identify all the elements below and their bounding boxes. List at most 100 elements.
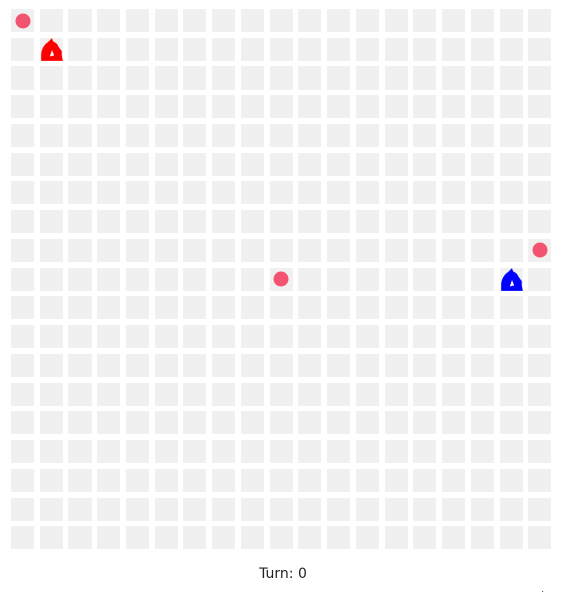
board-cell[interactable] xyxy=(183,66,206,89)
board-cell[interactable] xyxy=(212,153,235,176)
board-cell[interactable] xyxy=(385,325,408,348)
board-cell[interactable] xyxy=(68,9,91,32)
board-cell[interactable] xyxy=(212,411,235,434)
board-cell[interactable] xyxy=(327,9,350,32)
board-cell[interactable] xyxy=(442,153,465,176)
board-cell[interactable] xyxy=(413,383,436,406)
red-player[interactable] xyxy=(39,37,65,63)
board-cell[interactable] xyxy=(11,383,34,406)
board-cell[interactable] xyxy=(500,526,523,549)
board-cell[interactable] xyxy=(442,440,465,463)
board-cell[interactable] xyxy=(126,325,149,348)
board-cell[interactable] xyxy=(155,153,178,176)
board-cell[interactable] xyxy=(327,440,350,463)
board-cell[interactable] xyxy=(500,440,523,463)
board-cell[interactable] xyxy=(155,354,178,377)
board-cell[interactable] xyxy=(97,383,120,406)
board-cell[interactable] xyxy=(327,325,350,348)
board-cell[interactable] xyxy=(442,411,465,434)
board-cell[interactable] xyxy=(270,9,293,32)
board-cell[interactable] xyxy=(68,526,91,549)
board-cell[interactable] xyxy=(500,153,523,176)
board-cell[interactable] xyxy=(500,498,523,521)
board-cell[interactable] xyxy=(385,153,408,176)
board-cell[interactable] xyxy=(97,498,120,521)
board-cell[interactable] xyxy=(385,124,408,147)
board-cell[interactable] xyxy=(11,181,34,204)
board-cell[interactable] xyxy=(212,296,235,319)
board-cell[interactable] xyxy=(155,325,178,348)
board-cell[interactable] xyxy=(97,268,120,291)
board-cell[interactable] xyxy=(183,383,206,406)
board-cell[interactable] xyxy=(126,526,149,549)
board-cell[interactable] xyxy=(385,440,408,463)
board-cell[interactable] xyxy=(212,95,235,118)
board-cell[interactable] xyxy=(68,498,91,521)
board-cell[interactable] xyxy=(500,354,523,377)
board-cell[interactable] xyxy=(183,153,206,176)
board-cell[interactable] xyxy=(327,239,350,262)
board-cell[interactable] xyxy=(11,440,34,463)
board-cell[interactable] xyxy=(413,469,436,492)
board-cell[interactable] xyxy=(126,296,149,319)
board-cell[interactable] xyxy=(241,153,264,176)
board-cell[interactable] xyxy=(413,268,436,291)
board-cell[interactable] xyxy=(155,469,178,492)
board-cell[interactable] xyxy=(212,124,235,147)
board-cell[interactable] xyxy=(356,181,379,204)
board-cell[interactable] xyxy=(327,383,350,406)
board-cell[interactable] xyxy=(155,124,178,147)
board-cell[interactable] xyxy=(356,66,379,89)
board-cell[interactable] xyxy=(97,38,120,61)
board-cell[interactable] xyxy=(155,411,178,434)
board-cell[interactable] xyxy=(528,383,551,406)
board-cell[interactable] xyxy=(212,498,235,521)
board-cell[interactable] xyxy=(442,383,465,406)
board-cell[interactable] xyxy=(97,296,120,319)
board-cell[interactable] xyxy=(500,383,523,406)
board-cell[interactable] xyxy=(385,268,408,291)
board-cell[interactable] xyxy=(471,498,494,521)
board-cell[interactable] xyxy=(471,124,494,147)
board-cell[interactable] xyxy=(155,498,178,521)
board-cell[interactable] xyxy=(11,268,34,291)
board-cell[interactable] xyxy=(500,9,523,32)
board-cell[interactable] xyxy=(500,38,523,61)
board-cell[interactable] xyxy=(126,66,149,89)
board-cell[interactable] xyxy=(155,66,178,89)
board-cell[interactable] xyxy=(97,354,120,377)
board-cell[interactable] xyxy=(500,296,523,319)
board-cell[interactable] xyxy=(183,181,206,204)
board-cell[interactable] xyxy=(212,239,235,262)
board-cell[interactable] xyxy=(97,325,120,348)
board-cell[interactable] xyxy=(471,440,494,463)
board-cell[interactable] xyxy=(241,469,264,492)
board-cell[interactable] xyxy=(68,440,91,463)
board-cell[interactable] xyxy=(385,354,408,377)
board-cell[interactable] xyxy=(356,296,379,319)
board-cell[interactable] xyxy=(126,153,149,176)
board-cell[interactable] xyxy=(270,440,293,463)
board-cell[interactable] xyxy=(68,383,91,406)
board-cell[interactable] xyxy=(126,498,149,521)
board-cell[interactable] xyxy=(500,66,523,89)
board-cell[interactable] xyxy=(270,66,293,89)
board-cell[interactable] xyxy=(356,38,379,61)
board-cell[interactable] xyxy=(471,38,494,61)
board-cell[interactable] xyxy=(183,38,206,61)
board-cell[interactable] xyxy=(155,383,178,406)
board-cell[interactable] xyxy=(183,210,206,233)
board-cell[interactable] xyxy=(528,181,551,204)
board-cell[interactable] xyxy=(413,498,436,521)
board-cell[interactable] xyxy=(442,498,465,521)
board-cell[interactable] xyxy=(327,66,350,89)
board-cell[interactable] xyxy=(126,469,149,492)
board-cell[interactable] xyxy=(442,526,465,549)
board-cell[interactable] xyxy=(97,440,120,463)
board-cell[interactable] xyxy=(356,95,379,118)
board-cell[interactable] xyxy=(385,239,408,262)
board-cell[interactable] xyxy=(97,95,120,118)
board-cell[interactable] xyxy=(40,124,63,147)
board-cell[interactable] xyxy=(356,526,379,549)
board-cell[interactable] xyxy=(241,526,264,549)
